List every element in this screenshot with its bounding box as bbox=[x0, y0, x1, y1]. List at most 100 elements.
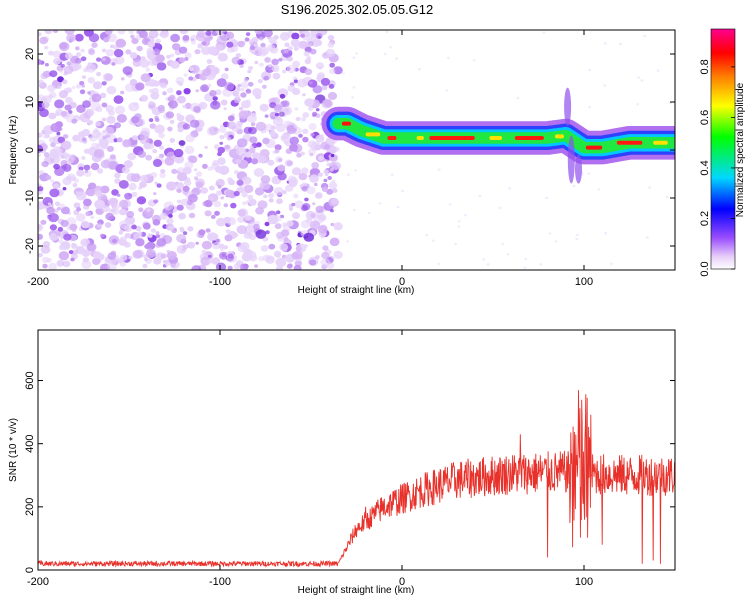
noise-blob bbox=[169, 138, 175, 143]
noise-blob bbox=[114, 55, 125, 65]
noise-blob bbox=[182, 104, 187, 109]
noise-blob bbox=[252, 88, 262, 97]
noise-blob bbox=[48, 213, 59, 223]
noise-blob bbox=[309, 259, 317, 266]
noise-blob bbox=[130, 173, 141, 183]
snr-ylabel: SNR (10 * v/v) bbox=[8, 418, 19, 482]
noise-blob bbox=[302, 203, 311, 211]
colorbar-tick-label: 0.8 bbox=[699, 59, 711, 74]
noise-blob bbox=[643, 34, 647, 38]
noise-blob bbox=[325, 48, 336, 58]
noise-blob bbox=[445, 89, 449, 92]
noise-blob bbox=[73, 202, 81, 209]
noise-blob bbox=[147, 233, 153, 238]
noise-blob bbox=[107, 261, 117, 270]
noise-blob bbox=[64, 104, 72, 111]
noise-blob bbox=[236, 179, 244, 186]
noise-blob bbox=[107, 33, 118, 43]
noise-blob bbox=[43, 152, 50, 158]
noise-blob bbox=[264, 221, 270, 227]
noise-blob bbox=[315, 192, 323, 199]
noise-blob bbox=[262, 84, 267, 89]
noise-blob bbox=[464, 214, 467, 217]
ridge-core bbox=[387, 136, 397, 140]
noise-blob bbox=[238, 110, 249, 120]
noise-blob bbox=[189, 67, 195, 72]
noise-blob bbox=[115, 38, 127, 48]
noise-blob bbox=[114, 178, 121, 184]
noise-blob bbox=[291, 202, 296, 207]
noise-blob bbox=[263, 30, 273, 38]
ridge-smear bbox=[564, 87, 572, 127]
x-tick-label: 100 bbox=[575, 576, 593, 588]
noise-blob bbox=[168, 213, 173, 218]
noise-blob bbox=[166, 151, 177, 160]
noise-blob bbox=[186, 117, 192, 123]
noise-blob bbox=[108, 208, 113, 213]
noise-blob bbox=[259, 181, 269, 190]
noise-blob bbox=[137, 231, 143, 236]
noise-blob bbox=[128, 102, 140, 112]
noise-blob bbox=[302, 93, 306, 97]
noise-blob bbox=[96, 71, 102, 77]
noise-blob bbox=[60, 63, 65, 68]
noise-blob bbox=[135, 82, 145, 91]
noise-blob bbox=[352, 208, 356, 212]
colorbar-ticks: 0.0 0.2 0.4 0.6 0.8 bbox=[699, 59, 735, 277]
noise-blob bbox=[38, 32, 42, 37]
noise-blob bbox=[158, 107, 165, 114]
noise-blob bbox=[254, 187, 265, 196]
noise-blob bbox=[286, 64, 296, 74]
noise-blob bbox=[294, 200, 304, 209]
noise-blob bbox=[327, 42, 335, 48]
noise-blob bbox=[159, 172, 166, 179]
spectrogram-xlabel: Height of straight line (km) bbox=[298, 285, 415, 296]
noise-blob bbox=[249, 147, 256, 154]
noise-blob bbox=[257, 79, 263, 84]
noise-blob bbox=[194, 176, 199, 180]
noise-blob bbox=[49, 150, 60, 160]
noise-blob bbox=[49, 188, 60, 198]
noise-blob bbox=[219, 251, 229, 260]
noise-blob bbox=[169, 94, 176, 100]
noise-blob bbox=[179, 226, 185, 231]
noise-blob bbox=[317, 225, 328, 234]
noise-blob bbox=[204, 145, 208, 149]
noise-blob bbox=[235, 53, 241, 58]
noise-blob bbox=[61, 79, 68, 85]
noise-blob bbox=[90, 162, 100, 171]
colorbar: 0.0 0.2 0.4 0.6 0.8 Normalized spectral ampl… bbox=[699, 28, 746, 277]
noise-blob bbox=[137, 150, 147, 158]
noise-blob bbox=[150, 228, 156, 233]
noise-blob bbox=[76, 104, 86, 114]
noise-blob bbox=[53, 58, 61, 65]
noise-blob bbox=[243, 231, 252, 239]
noise-blob bbox=[202, 163, 208, 169]
noise-blob bbox=[83, 198, 92, 207]
noise-blob bbox=[267, 159, 275, 166]
noise-blob bbox=[91, 130, 101, 139]
noise-blob bbox=[153, 257, 162, 265]
noise-blob bbox=[143, 142, 152, 150]
noise-blob bbox=[317, 35, 322, 39]
noise-blob bbox=[87, 120, 94, 125]
noise-blob bbox=[74, 57, 82, 64]
noise-blob bbox=[322, 98, 332, 107]
noise-blob bbox=[171, 168, 178, 174]
noise-blob bbox=[193, 105, 201, 113]
noise-blob bbox=[251, 113, 256, 118]
noise-blob bbox=[183, 231, 188, 236]
noise-blob bbox=[278, 158, 283, 162]
noise-blob bbox=[268, 192, 275, 199]
noise-blob bbox=[119, 229, 124, 234]
noise-blob bbox=[378, 202, 382, 205]
noise-blob bbox=[572, 184, 576, 188]
noise-blob bbox=[128, 182, 137, 191]
noise-blob bbox=[265, 230, 270, 235]
noise-blob bbox=[355, 52, 358, 55]
x-tick-label: -100 bbox=[209, 576, 231, 588]
noise-blob bbox=[327, 92, 338, 100]
noise-blob bbox=[141, 199, 145, 203]
noise-blob bbox=[193, 168, 198, 172]
noise-blob bbox=[52, 50, 62, 58]
